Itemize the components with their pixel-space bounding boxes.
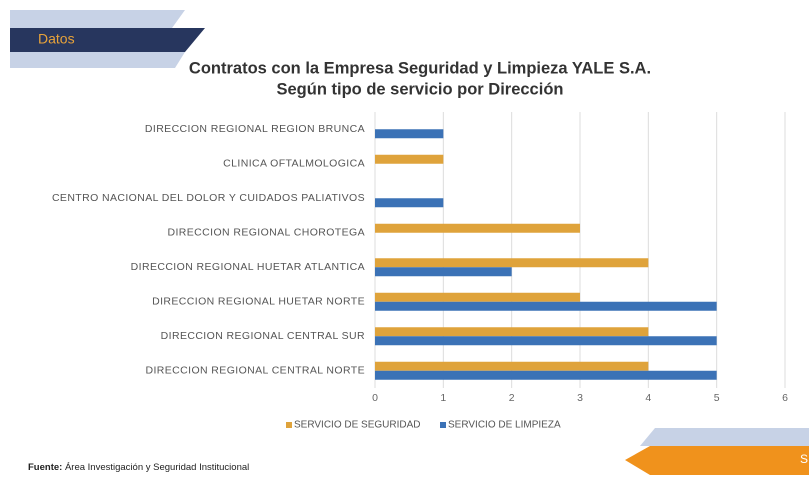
- bar: [375, 223, 580, 233]
- bar: [375, 370, 717, 380]
- y-tick-label: DIRECCION REGIONAL CENTRAL SUR: [161, 330, 365, 342]
- bar: [375, 327, 649, 337]
- bar: [375, 198, 444, 208]
- footer-text: Área Investigación y Seguridad Instituci…: [65, 462, 249, 473]
- banner-text: Datos: [38, 31, 75, 47]
- banner-stripe: [10, 52, 185, 68]
- y-tick-label: DIRECCION REGIONAL CHOROTEGA: [168, 227, 366, 239]
- legend-label: SERVICIO DE SEGURIDAD: [294, 420, 421, 431]
- legend-swatch: [286, 422, 292, 428]
- y-tick-label: DIRECCION REGIONAL CENTRAL NORTE: [145, 365, 365, 377]
- bar: [375, 129, 444, 139]
- x-tick-label: 0: [372, 392, 378, 404]
- footer: Fuente: Área Investigación y Seguridad I…: [28, 462, 249, 473]
- x-tick-label: 4: [645, 392, 651, 404]
- bar: [375, 267, 512, 277]
- bar: [375, 292, 580, 302]
- chart-subtitle: Según tipo de servicio por Dirección: [277, 80, 564, 98]
- chart-title: Contratos con la Empresa Seguridad y Lim…: [189, 59, 651, 77]
- footer-label: Fuente:: [28, 462, 62, 473]
- bar: [375, 301, 717, 311]
- bar: [375, 361, 649, 371]
- x-tick-label: 2: [509, 392, 515, 404]
- tab-text: S: [800, 452, 808, 466]
- x-tick-label: 3: [577, 392, 583, 404]
- y-tick-label: DIRECCION REGIONAL HUETAR NORTE: [152, 296, 365, 308]
- y-tick-label: DIRECCION REGIONAL REGION BRUNCA: [145, 123, 365, 135]
- tab-stripe: [640, 428, 809, 446]
- tab: [625, 446, 809, 475]
- y-tick-label: DIRECCION REGIONAL HUETAR ATLANTICA: [131, 261, 365, 273]
- bar: [375, 336, 717, 346]
- x-tick-label: 5: [714, 392, 720, 404]
- legend-swatch: [440, 422, 446, 428]
- y-tick-label: CENTRO NACIONAL DEL DOLOR Y CUIDADOS PAL…: [52, 192, 365, 204]
- banner-stripe: [10, 10, 185, 28]
- bar: [375, 258, 649, 268]
- legend-label: SERVICIO DE LIMPIEZA: [448, 420, 561, 431]
- bar: [375, 154, 444, 164]
- banner: [10, 28, 205, 52]
- y-tick-label: CLINICA OFTALMOLOGICA: [223, 158, 365, 170]
- x-tick-label: 6: [782, 392, 788, 404]
- x-tick-label: 1: [440, 392, 446, 404]
